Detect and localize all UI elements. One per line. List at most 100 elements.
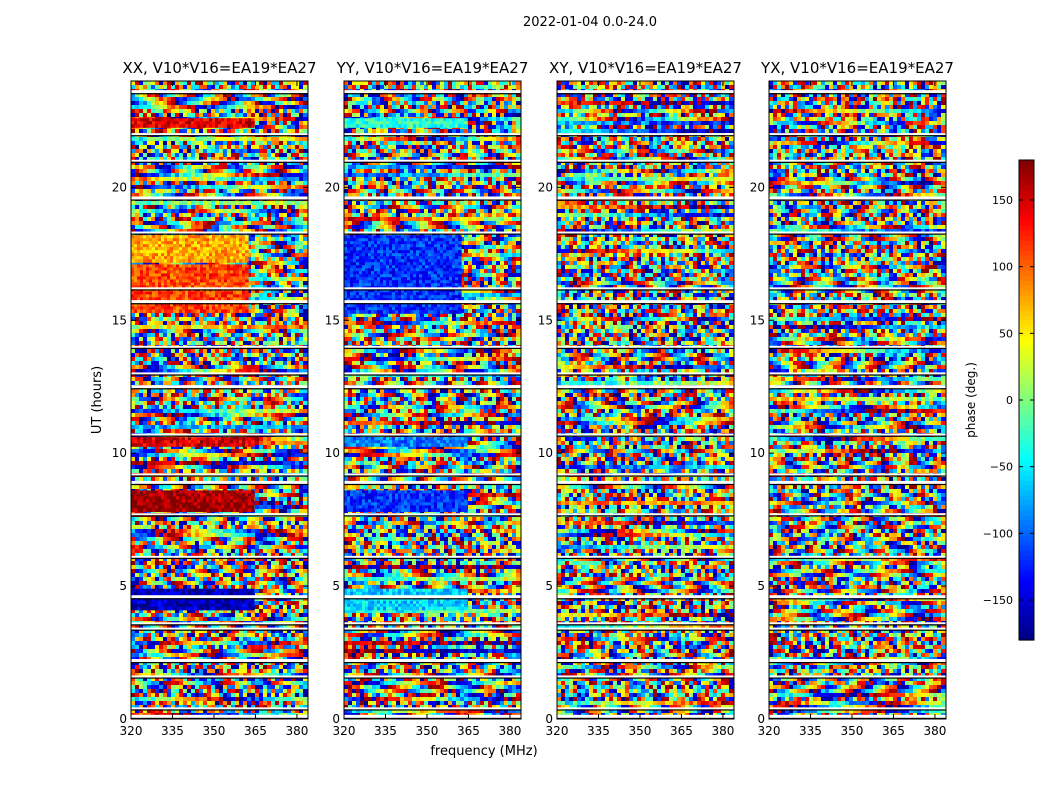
heatmap-cell <box>275 277 280 282</box>
heatmap-cell <box>147 421 152 426</box>
heatmap-cell <box>143 261 148 266</box>
heatmap-cell <box>291 249 296 254</box>
heatmap-cell <box>211 225 216 230</box>
heatmap-cell <box>223 397 228 402</box>
heatmap-cell <box>303 161 308 166</box>
heatmap-cell <box>175 333 180 338</box>
heatmap-cell <box>183 369 188 374</box>
heatmap-cell <box>191 93 196 98</box>
heatmap-cell <box>151 417 156 422</box>
heatmap-cell <box>247 525 252 530</box>
heatmap-cell <box>255 173 260 178</box>
heatmap-cell <box>287 137 292 142</box>
heatmap-cell <box>151 465 156 470</box>
heatmap-cell <box>195 521 200 526</box>
heatmap-cell <box>163 525 168 530</box>
heatmap-cell <box>255 397 260 402</box>
heatmap-cell <box>287 85 292 90</box>
heatmap-cell <box>131 173 136 178</box>
heatmap-cell <box>171 85 176 90</box>
heatmap-cell <box>267 461 272 466</box>
heatmap-cell <box>175 405 180 410</box>
heatmap-cell <box>291 233 296 238</box>
heatmap-cell <box>247 269 252 274</box>
heatmap-cell <box>267 517 272 522</box>
heatmap-cell <box>219 205 224 210</box>
heatmap-cell <box>131 409 136 414</box>
heatmap-cell <box>283 165 288 170</box>
heatmap-cell <box>215 109 220 114</box>
heatmap-cell <box>259 257 264 262</box>
heatmap-cell <box>179 333 184 338</box>
heatmap-cell <box>199 225 204 230</box>
heatmap-cell <box>227 525 232 530</box>
heatmap-cell <box>179 153 184 158</box>
heatmap-cell <box>203 445 208 450</box>
heatmap-cell <box>267 365 272 370</box>
heatmap-cell <box>167 369 172 374</box>
heatmap-cell <box>259 409 264 414</box>
heatmap-cell <box>251 469 256 474</box>
heatmap-cell <box>247 193 252 198</box>
heatmap-cell <box>187 137 192 142</box>
heatmap-cell <box>199 165 204 170</box>
heatmap-cell <box>267 105 272 110</box>
heatmap-cell <box>135 201 140 206</box>
heatmap-cell <box>303 241 308 246</box>
heatmap-cell <box>231 109 236 114</box>
heatmap-cell <box>291 521 296 526</box>
heatmap-cell <box>279 465 284 470</box>
heatmap-cell <box>179 533 184 538</box>
heatmap-cell <box>251 173 256 178</box>
heatmap-cell <box>303 389 308 394</box>
heatmap-cell <box>243 377 248 382</box>
heatmap-cell <box>175 173 180 178</box>
heatmap-cell <box>231 525 236 530</box>
heatmap-cell <box>243 381 248 386</box>
heatmap-cell <box>275 417 280 422</box>
heatmap-cell <box>215 457 220 462</box>
heatmap-cell <box>231 365 236 370</box>
heatmap-cell <box>247 233 252 238</box>
heatmap-cell <box>199 145 204 150</box>
heatmap-cell <box>215 329 220 334</box>
heatmap-cell <box>215 141 220 146</box>
heatmap-cell <box>167 529 172 534</box>
heatmap-cell <box>291 405 296 410</box>
heatmap-cell <box>199 201 204 206</box>
heatmap-cell <box>303 357 308 362</box>
heatmap-cell <box>219 389 224 394</box>
heatmap-cell <box>239 181 244 186</box>
heatmap-cell <box>239 457 244 462</box>
heatmap-cell <box>235 381 240 386</box>
heatmap-cell <box>231 105 236 110</box>
heatmap-cell <box>251 405 256 410</box>
heatmap-cell <box>195 193 200 198</box>
heatmap-cell <box>191 453 196 458</box>
heatmap-cell <box>263 489 268 494</box>
heatmap-cell <box>255 281 260 286</box>
heatmap-cell <box>299 189 304 194</box>
heatmap-cell <box>231 405 236 410</box>
heatmap-cell <box>143 149 148 154</box>
heatmap-cell <box>171 461 176 466</box>
heatmap-cell <box>223 185 228 190</box>
heatmap-cell <box>251 297 256 302</box>
heatmap-cell <box>271 413 276 418</box>
heatmap-cell <box>267 185 272 190</box>
heatmap-cell <box>135 209 140 214</box>
heatmap-cell <box>287 369 292 374</box>
heatmap-cell <box>151 421 156 426</box>
heatmap-cell <box>215 465 220 470</box>
heatmap-cell <box>283 305 288 310</box>
heatmap-cell <box>279 501 284 506</box>
heatmap-cell <box>131 381 136 386</box>
heatmap-cell <box>183 525 188 530</box>
heatmap-cell <box>231 209 236 214</box>
heatmap-cell <box>211 353 216 358</box>
heatmap-cell <box>247 365 252 370</box>
heatmap-cell <box>147 189 152 194</box>
heatmap-cell <box>155 225 160 230</box>
heatmap-cell <box>279 117 284 122</box>
heatmap-cell <box>203 325 208 330</box>
